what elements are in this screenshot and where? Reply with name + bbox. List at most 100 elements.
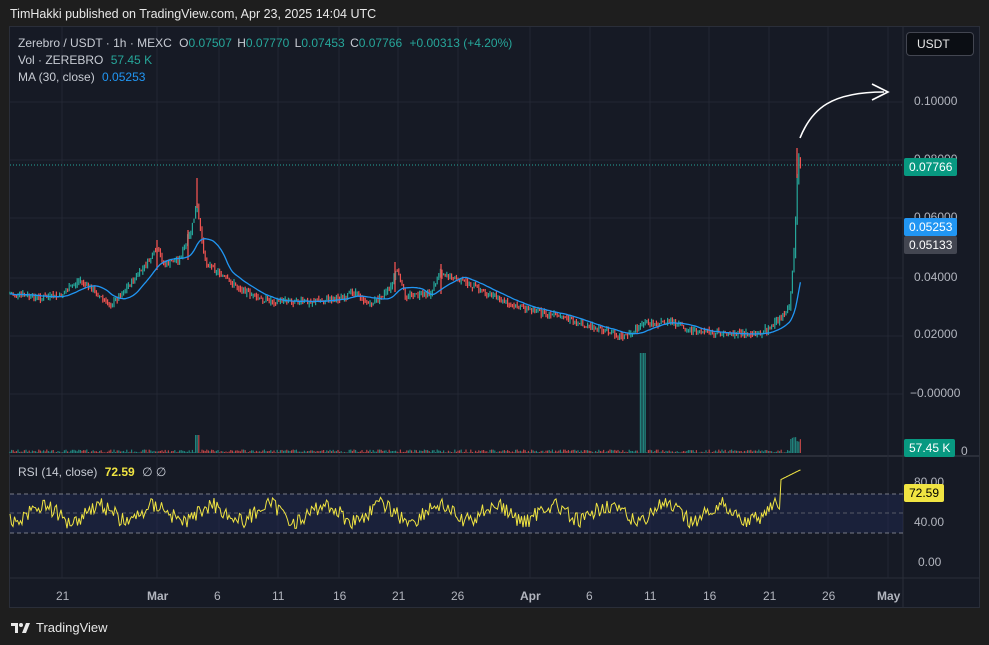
rsi-legend[interactable]: RSI (14, close) 72.59 ∅ ∅ [18,465,166,479]
volume-bar [238,450,240,453]
volume-bar [486,451,488,453]
volume-bar [537,452,539,453]
volume-bar [55,452,57,453]
time-tick: Apr [520,589,541,603]
volume-bar [503,450,505,453]
volume-bar [550,451,552,453]
volume-bar [385,450,387,453]
volume-bar [646,452,648,453]
volume-bar [222,451,224,453]
volume-bar [195,435,197,453]
price-tick: −0.00000 [910,386,961,400]
volume-bar [153,450,155,453]
currency-button[interactable]: USDT [906,32,974,56]
volume-bar [447,450,449,453]
volume-bar [729,450,731,453]
volume-bar [524,450,526,453]
volume-bar [547,450,549,453]
volume-bar [167,450,169,453]
volume-bar [255,450,257,453]
volume-bar [247,452,249,453]
volume-bar [14,451,16,453]
volume-bar [769,450,771,453]
volume-bar [659,452,661,453]
volume-bar [390,451,392,453]
volume-bar [151,451,153,453]
volume-bar [441,451,443,453]
volume-bar [553,452,555,453]
volume-bar [518,451,520,453]
volume-bar [89,452,91,453]
volume-bar [467,452,469,453]
volume-bar [87,451,89,453]
volume-bar [92,450,94,453]
volume-bar [262,450,264,453]
volume-bar [68,452,70,453]
volume-bar [431,450,433,453]
low-value: 0.07453 [301,36,345,50]
volume-bar [65,449,67,453]
volume-bar [310,450,312,453]
volume-bar [703,452,705,453]
volume-bar [545,450,547,453]
high-label: H [237,36,246,50]
ma-price-label: 0.05253 [904,218,958,236]
volume-bar [188,450,190,453]
volume-bar [457,450,459,453]
volume-bar [348,449,350,453]
volume-bar [254,452,256,453]
volume-bar [63,450,65,453]
annotation-arrow[interactable] [799,91,885,139]
volume-bar [702,451,704,453]
volume-bar [523,449,525,453]
volume-bar [47,451,49,453]
volume-bar [334,451,336,453]
volume-bar [329,449,331,453]
volume-bar [417,452,419,453]
volume-bar [51,450,53,453]
volume-bar [137,452,139,453]
volume-bar [713,451,715,453]
volume-bar [510,452,512,453]
symbol-label[interactable]: Zerebro / USDT · 1h · MEXC [18,36,172,50]
volume-bar [782,452,784,453]
volume-bar [228,451,230,453]
volume-bar [505,451,507,453]
volume-bar [753,450,755,453]
volume-bar [395,450,397,453]
footer-brand[interactable]: TradingView [10,620,108,635]
volume-bar [785,452,787,453]
volume-legend[interactable]: Vol · ZEREBRO 57.45 K [18,53,152,67]
volume-bar [763,451,765,453]
ohlc-legend[interactable]: Zerebro / USDT · 1h · MEXC O0.07507 H0.0… [18,36,512,50]
volume-bar [551,449,553,453]
volume-bar [799,439,801,453]
volume-bar [774,452,776,453]
volume-bar [12,450,14,453]
volume-bar [612,450,614,453]
ma-legend[interactable]: MA (30, close) 0.05253 [18,70,145,84]
volume-bar [582,451,584,453]
volume-bar [481,450,483,453]
volume-bar [211,449,213,453]
volume-bar [44,451,46,453]
volume-bar [182,450,184,453]
volume-bar [387,452,389,453]
volume-bar [81,450,83,453]
volume-bar [740,450,742,453]
volume-bar [23,450,25,453]
visibility-icons[interactable]: ∅ ∅ [142,465,167,479]
volume-bar [438,450,440,453]
volume-bar [57,451,59,453]
volume-bar [118,450,120,453]
chart-frame[interactable] [9,26,980,608]
volume-bar [513,452,515,453]
time-tick: 26 [451,589,465,603]
volume-bar [521,451,523,453]
volume-bar [745,451,747,453]
volume-bar [716,451,718,453]
volume-bar [707,452,709,453]
volume-bar [647,450,649,453]
volume-bar [649,449,651,453]
